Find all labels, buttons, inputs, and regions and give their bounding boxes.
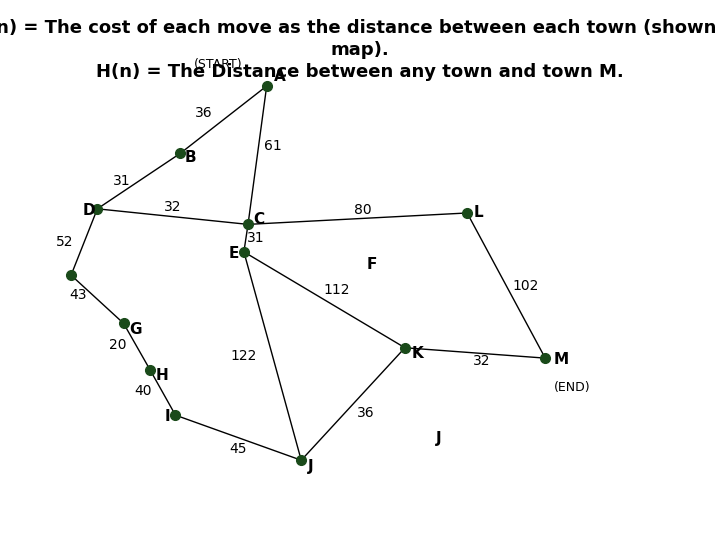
Text: 80: 80: [354, 204, 372, 218]
Text: B: B: [184, 150, 196, 165]
Text: 122: 122: [230, 349, 257, 363]
Text: E: E: [229, 246, 239, 261]
Text: D: D: [82, 203, 95, 218]
Text: 31: 31: [247, 231, 264, 245]
Text: (START): (START): [194, 58, 243, 71]
Text: C: C: [253, 212, 265, 227]
Text: 36: 36: [356, 406, 374, 420]
Text: G(n) = The cost of each move as the distance between each town (shown on
map).: G(n) = The cost of each move as the dist…: [0, 18, 720, 59]
Text: 31: 31: [113, 174, 130, 188]
Text: 40: 40: [135, 384, 152, 398]
Text: A: A: [274, 69, 285, 84]
Text: 52: 52: [56, 235, 73, 249]
Text: J: J: [436, 431, 441, 446]
Text: 32: 32: [164, 200, 181, 214]
Text: H: H: [156, 368, 168, 383]
Text: H(n) = The Distance between any town and town M.: H(n) = The Distance between any town and…: [96, 63, 624, 80]
Text: G: G: [129, 322, 142, 337]
Text: 43: 43: [69, 288, 86, 302]
Text: 45: 45: [230, 442, 247, 456]
Text: F: F: [367, 258, 377, 272]
Text: I: I: [164, 409, 170, 424]
Text: M: M: [554, 352, 569, 367]
Text: J: J: [308, 459, 314, 474]
Text: 61: 61: [264, 139, 282, 153]
Text: 32: 32: [473, 354, 491, 368]
Text: 20: 20: [109, 338, 126, 352]
Text: K: K: [412, 347, 423, 361]
Text: 102: 102: [513, 279, 539, 293]
Text: (END): (END): [554, 381, 590, 394]
Text: L: L: [474, 206, 484, 220]
Text: 36: 36: [195, 106, 213, 120]
Text: 112: 112: [323, 284, 350, 298]
